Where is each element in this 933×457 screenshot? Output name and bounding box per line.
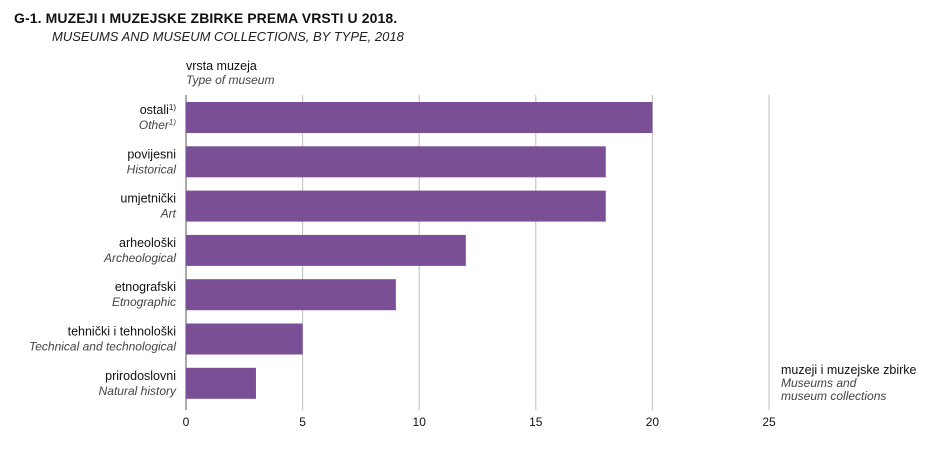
x-tick-label: 5 — [299, 415, 306, 429]
bar — [186, 367, 256, 399]
x-axis-title: muzeji i muzejske zbirke — [781, 363, 917, 377]
chart-title: G-1. MUZEJI I MUZEJSKE ZBIRKE PREMA VRST… — [14, 10, 398, 26]
category-label-en: Technical and technological — [29, 340, 176, 354]
category-label-en: Archeological — [103, 251, 176, 265]
bar — [186, 234, 466, 266]
x-tick-label: 15 — [529, 415, 543, 429]
category-label: povijesni — [127, 147, 176, 161]
y-axis-title-en: Type of museum — [186, 73, 274, 87]
x-tick-label: 20 — [646, 415, 660, 429]
bar — [186, 102, 653, 133]
category-label: ostali1) — [140, 103, 177, 118]
y-axis-title: vrsta muzeja — [186, 59, 257, 73]
category-label: umjetnički — [120, 192, 176, 206]
category-label-en: Etnographic — [112, 295, 176, 309]
bar — [186, 190, 606, 222]
category-label: tehnički i tehnološki — [68, 325, 176, 339]
bar — [186, 323, 303, 355]
x-axis-title-en-2: museum collections — [781, 389, 886, 403]
category-label: etnografski — [115, 280, 176, 294]
x-tick-label: 25 — [762, 415, 776, 429]
category-label: arheološki — [119, 236, 176, 250]
x-tick-label: 0 — [183, 415, 190, 429]
category-label-en: Historical — [127, 162, 177, 176]
x-tick-label: 10 — [413, 415, 427, 429]
category-label-en: Other1) — [139, 118, 176, 133]
category-label-en: Art — [160, 207, 177, 221]
chart-subtitle: MUSEUMS AND MUSEUM COLLECTIONS, BY TYPE,… — [52, 29, 404, 44]
bar — [186, 279, 396, 311]
category-label: prirodoslovni — [105, 369, 176, 383]
category-label-en: Natural history — [99, 384, 177, 398]
x-axis-title-en-1: Museums and — [781, 376, 857, 390]
bar — [186, 146, 606, 178]
